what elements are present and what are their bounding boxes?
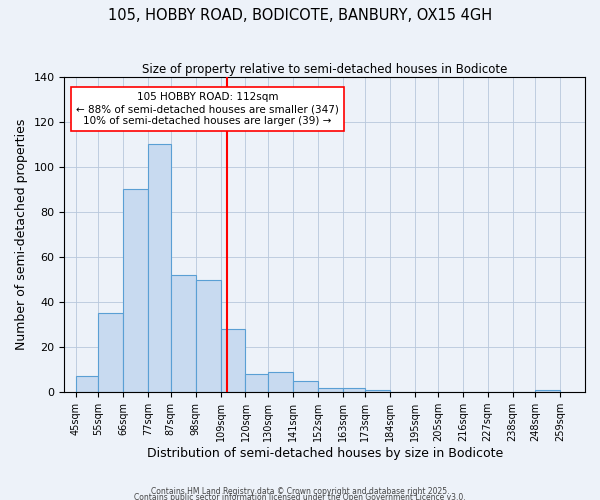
Bar <box>98 314 123 392</box>
Bar <box>245 374 268 392</box>
Text: 105 HOBBY ROAD: 112sqm
← 88% of semi-detached houses are smaller (347)
10% of se: 105 HOBBY ROAD: 112sqm ← 88% of semi-det… <box>76 92 339 126</box>
Bar <box>268 372 293 392</box>
Text: 105, HOBBY ROAD, BODICOTE, BANBURY, OX15 4GH: 105, HOBBY ROAD, BODICOTE, BANBURY, OX15… <box>108 8 492 22</box>
X-axis label: Distribution of semi-detached houses by size in Bodicote: Distribution of semi-detached houses by … <box>146 447 503 460</box>
Title: Size of property relative to semi-detached houses in Bodicote: Size of property relative to semi-detach… <box>142 62 508 76</box>
Bar <box>293 381 318 392</box>
Bar <box>318 388 343 392</box>
Bar <box>535 390 560 392</box>
Bar <box>76 376 98 392</box>
Bar <box>148 144 171 392</box>
Text: Contains HM Land Registry data © Crown copyright and database right 2025.: Contains HM Land Registry data © Crown c… <box>151 486 449 496</box>
Bar <box>365 390 391 392</box>
Bar <box>196 280 221 392</box>
Text: Contains public sector information licensed under the Open Government Licence v3: Contains public sector information licen… <box>134 492 466 500</box>
Bar <box>221 329 245 392</box>
Bar <box>123 190 148 392</box>
Bar <box>343 388 365 392</box>
Bar <box>171 275 196 392</box>
Y-axis label: Number of semi-detached properties: Number of semi-detached properties <box>15 119 28 350</box>
